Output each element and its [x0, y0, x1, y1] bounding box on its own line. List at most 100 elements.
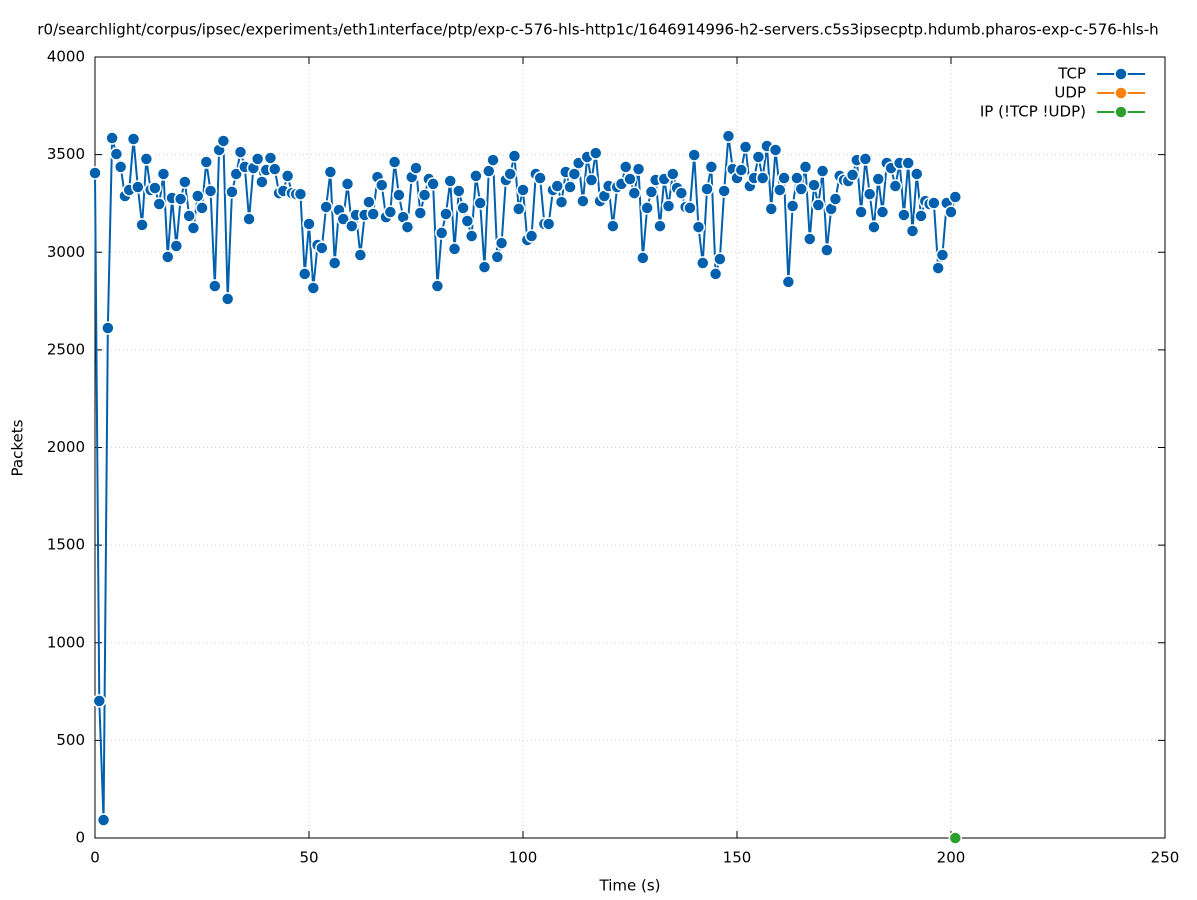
- y-tick-label: 2000: [47, 438, 85, 456]
- y-tick-label: 1000: [47, 633, 85, 651]
- data-point: [713, 252, 727, 266]
- data-point: [447, 242, 462, 256]
- data-point: [734, 163, 749, 177]
- data-point: [777, 171, 791, 185]
- data-point: [225, 185, 239, 199]
- data-point: [738, 140, 753, 154]
- x-tick-label: 150: [723, 849, 752, 867]
- data-point: [563, 180, 577, 194]
- data-point: [182, 209, 196, 223]
- data-point: [768, 143, 783, 157]
- data-point: [944, 205, 958, 219]
- data-point: [696, 256, 710, 270]
- data-point: [927, 196, 941, 210]
- data-point: [811, 198, 826, 212]
- data-point: [820, 243, 834, 257]
- data-point: [409, 161, 423, 175]
- data-point: [618, 160, 633, 174]
- x-tick-label: 200: [937, 849, 966, 867]
- data-point: [366, 207, 380, 221]
- data-point: [516, 183, 530, 197]
- data-point: [803, 232, 817, 246]
- data-point: [948, 190, 963, 204]
- data-point: [135, 218, 149, 232]
- data-point: [362, 195, 376, 209]
- data-point: [434, 226, 449, 240]
- chart-title: r0/searchlight/corpus/ipsec/experiment₃/…: [37, 21, 1158, 39]
- x-tick-label: 50: [299, 849, 318, 867]
- data-point: [340, 177, 355, 191]
- legend-marker: [1114, 67, 1128, 81]
- data-point: [687, 148, 701, 162]
- series-line: [94, 135, 957, 821]
- data-point: [773, 183, 787, 197]
- data-point: [781, 275, 796, 289]
- data-point: [550, 179, 564, 193]
- x-axis-label: Time (s): [599, 877, 661, 895]
- data-point: [494, 236, 509, 250]
- data-point: [631, 162, 646, 176]
- data-point: [92, 694, 107, 708]
- data-point: [387, 155, 402, 169]
- data-point: [216, 134, 231, 148]
- data-point: [306, 281, 321, 295]
- data-point: [327, 256, 342, 270]
- data-point: [935, 248, 950, 262]
- data-point: [319, 200, 333, 214]
- data-point: [486, 153, 500, 167]
- data-point: [503, 167, 517, 181]
- y-tick-label: 3000: [47, 243, 85, 261]
- data-point: [426, 177, 440, 191]
- data-point: [109, 147, 124, 161]
- data-point: [862, 187, 877, 201]
- data-point: [469, 169, 483, 183]
- data-point: [704, 160, 719, 174]
- data-point: [297, 267, 312, 281]
- data-point: [152, 197, 166, 211]
- data-point: [233, 145, 248, 159]
- y-tick-label: 3500: [47, 145, 85, 163]
- data-point: [148, 181, 162, 195]
- data-point: [156, 167, 171, 181]
- data-point: [910, 167, 924, 181]
- data-point: [178, 175, 192, 189]
- data-point: [186, 221, 201, 235]
- data-point: [674, 186, 689, 200]
- data-point: [606, 219, 620, 233]
- data-point: [576, 194, 590, 208]
- data-point: [794, 182, 808, 196]
- y-tick-label: 4000: [47, 48, 85, 66]
- data-point: [161, 250, 175, 264]
- y-tick-label: 2500: [47, 340, 85, 358]
- data-point: [413, 206, 428, 220]
- data-point: [203, 184, 218, 198]
- data-point: [208, 279, 222, 293]
- data-point: [828, 192, 843, 206]
- data-point: [280, 169, 295, 183]
- data-point: [443, 174, 457, 188]
- data-point: [888, 179, 903, 193]
- data-point: [88, 166, 102, 180]
- data-point: [460, 214, 475, 228]
- data-point: [336, 212, 350, 226]
- data-point: [417, 188, 432, 202]
- data-point: [511, 202, 526, 216]
- data-point: [392, 188, 406, 202]
- data-point: [854, 205, 868, 219]
- data-point: [105, 131, 119, 145]
- data-point: [683, 201, 697, 215]
- data-point: [627, 186, 642, 200]
- data-point: [640, 201, 654, 215]
- data-point: [195, 201, 209, 215]
- data-point: [845, 168, 860, 182]
- data-point: [242, 212, 256, 226]
- data-point: [541, 217, 556, 231]
- data-point: [867, 220, 881, 234]
- data-point: [464, 229, 479, 243]
- data-point: [190, 189, 205, 203]
- data-point: [533, 171, 547, 185]
- data-point: [584, 173, 599, 187]
- legend-marker: [1114, 105, 1128, 119]
- data-point: [353, 248, 368, 262]
- data-point: [131, 180, 145, 194]
